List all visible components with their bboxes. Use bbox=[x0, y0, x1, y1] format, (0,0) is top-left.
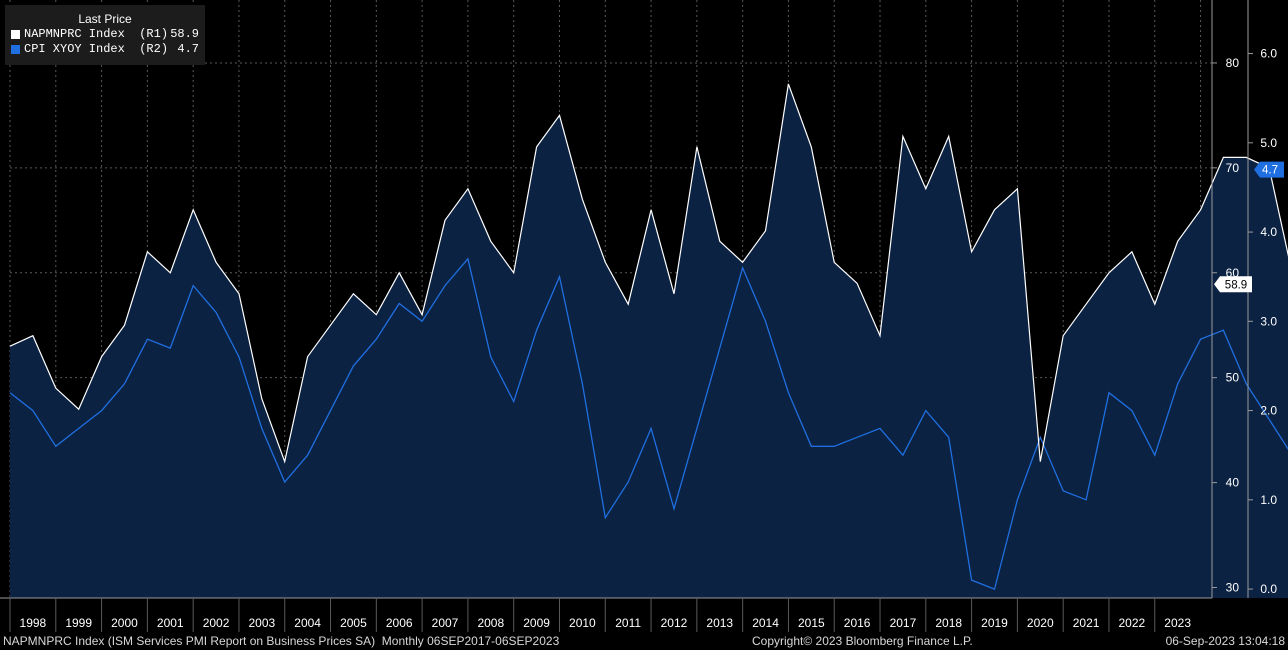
legend-header: Last Price bbox=[78, 12, 132, 26]
r2-tick-label: 3.0 bbox=[1260, 314, 1277, 328]
legend-item-cpi: CPI XYOY Index (R2) 4.7 bbox=[5, 42, 205, 57]
axes bbox=[0, 0, 1249, 599]
r2-axis-labels: 0.0 1.0 2.0 3.0 4.0 5.0 6.0 bbox=[1248, 47, 1277, 596]
legend-swatch-white bbox=[11, 30, 20, 39]
footer-timestamp: 06-Sep-2023 13:04:18 bbox=[1165, 634, 1285, 648]
x-tick-label: 2005 bbox=[340, 616, 367, 630]
x-tick-label: 2006 bbox=[386, 616, 413, 630]
r2-tick-label: 4.0 bbox=[1260, 225, 1277, 239]
x-tick-label: 1999 bbox=[65, 616, 92, 630]
x-tick-label: 2012 bbox=[661, 616, 688, 630]
x-tick-label: 2002 bbox=[203, 616, 230, 630]
footer-description: NAPMNPRC Index (ISM Services PMI Report … bbox=[3, 634, 560, 648]
x-tick-label: 2022 bbox=[1119, 616, 1146, 630]
x-tick-label: 1998 bbox=[20, 616, 47, 630]
r1-tick-label: 30 bbox=[1226, 581, 1240, 595]
x-tick-label: 2007 bbox=[432, 616, 459, 630]
r2-tick-label: 1.0 bbox=[1260, 493, 1277, 507]
r1-last-value-tag: 58.9 bbox=[1214, 276, 1252, 293]
r2-tick-label: 2.0 bbox=[1260, 404, 1277, 418]
x-tick-label: 2018 bbox=[935, 616, 962, 630]
legend-item-napmnprc: NAPMNPRC Index (R1) 58.9 bbox=[5, 27, 205, 42]
x-tick-label: 2010 bbox=[569, 616, 596, 630]
legend-item-value: 4.7 bbox=[177, 42, 199, 56]
r1-last-value: 58.9 bbox=[1225, 279, 1247, 291]
r1-axis-labels: 30 40 50 60 70 80 bbox=[1212, 56, 1239, 595]
r1-tick-label: 80 bbox=[1226, 56, 1240, 70]
legend-item-name: CPI XYOY Index (R2) bbox=[24, 42, 169, 56]
x-tick-label: 2001 bbox=[157, 616, 184, 630]
x-tick-label: 2019 bbox=[981, 616, 1008, 630]
x-tick-label: 2004 bbox=[294, 616, 321, 630]
r2-last-value: 4.7 bbox=[1262, 165, 1278, 177]
x-tick-label: 2016 bbox=[844, 616, 871, 630]
x-tick-label: 2017 bbox=[890, 616, 917, 630]
footer-copyright: Copyright© 2023 Bloomberg Finance L.P. bbox=[752, 634, 973, 648]
x-tick-label: 2020 bbox=[1027, 616, 1054, 630]
r2-last-value-tag: 4.7 bbox=[1254, 161, 1284, 178]
r1-tick-label: 60 bbox=[1226, 266, 1240, 280]
r1-tick-label: 40 bbox=[1226, 476, 1240, 490]
x-tick-label: 2021 bbox=[1073, 616, 1100, 630]
r1-tick-label: 50 bbox=[1226, 371, 1240, 385]
legend-item-name: NAPMNPRC Index (R1) bbox=[24, 27, 169, 41]
x-tick-label: 2011 bbox=[615, 616, 641, 630]
x-tick-label: 2015 bbox=[798, 616, 825, 630]
r2-tick-label: 0.0 bbox=[1260, 582, 1277, 596]
legend: Last Price NAPMNPRC Index (R1) 58.9 CPI … bbox=[5, 5, 205, 65]
x-tick-label: 2023 bbox=[1164, 616, 1191, 630]
x-tick-label: 2013 bbox=[706, 616, 733, 630]
x-axis-labels: 1998 1999 2000 2001 2002 2003 2004 2005 2006 2007… bbox=[9, 598, 1191, 632]
napmnprc-area bbox=[10, 83, 1288, 598]
r2-tick-label: 5.0 bbox=[1260, 136, 1277, 150]
r2-tick-label: 6.0 bbox=[1260, 47, 1277, 61]
r1-tick-label: 70 bbox=[1226, 161, 1240, 175]
cpi-line bbox=[9, 257, 1288, 590]
legend-item-value: 58.9 bbox=[170, 27, 199, 41]
legend-swatch-blue bbox=[11, 45, 20, 54]
x-tick-label: 2014 bbox=[752, 616, 779, 630]
footer-bar: NAPMNPRC Index (ISM Services PMI Report … bbox=[0, 632, 1288, 650]
x-tick-label: 2009 bbox=[523, 616, 550, 630]
x-tick-label: 2000 bbox=[111, 616, 138, 630]
x-tick-label: 2008 bbox=[477, 616, 504, 630]
x-tick-label: 2003 bbox=[248, 616, 275, 630]
